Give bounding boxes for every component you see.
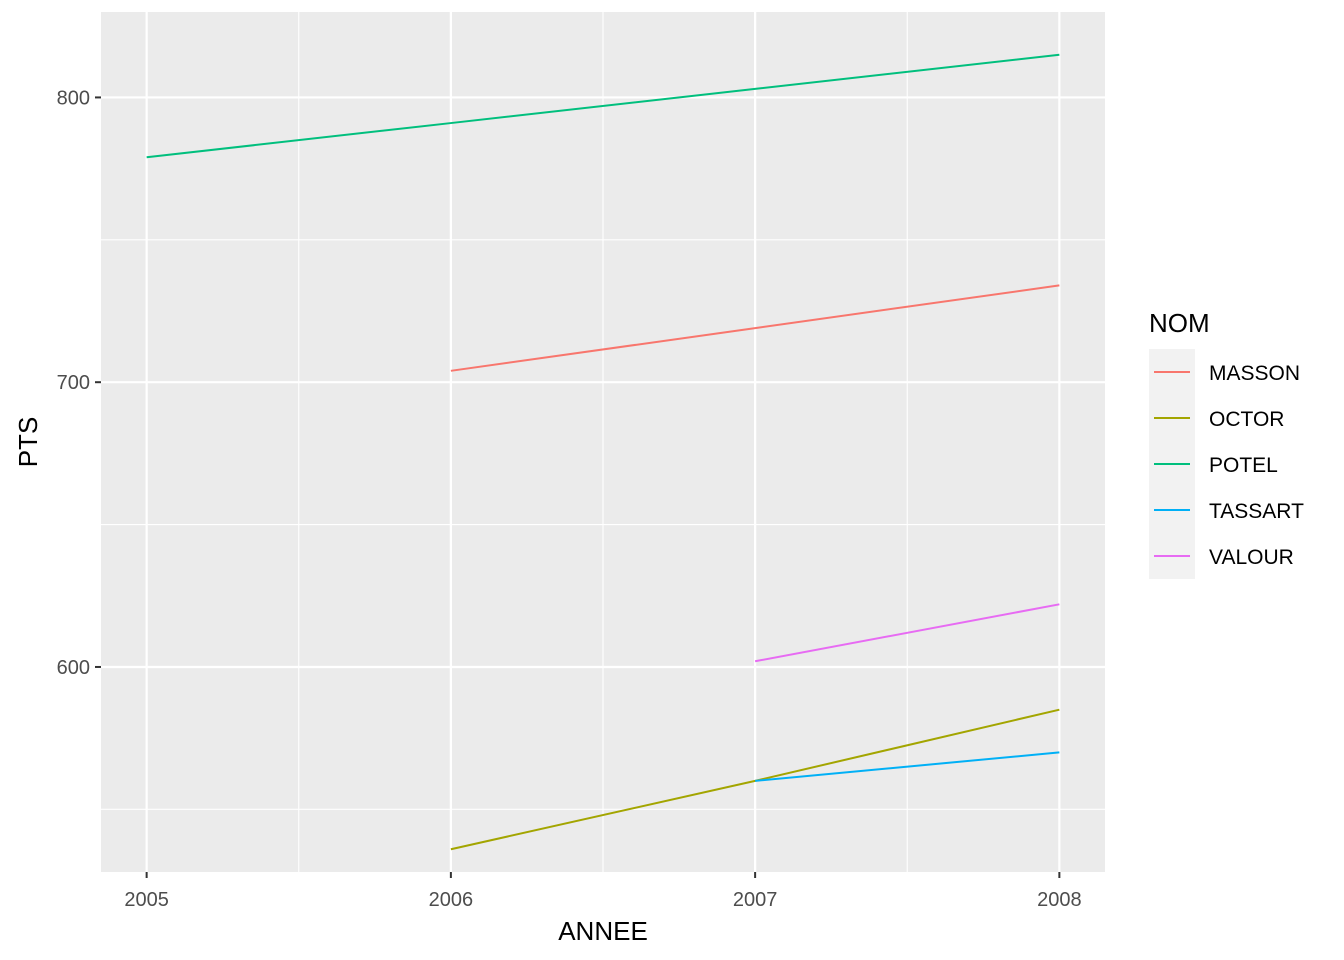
legend-label-tassart: TASSART	[1209, 500, 1304, 523]
y-tick-label: 800	[57, 87, 90, 109]
x-tick-label: 2006	[429, 889, 474, 911]
x-tick-label: 2007	[733, 889, 778, 911]
legend: NOM MASSON OCTOR POTEL TASSART VALOUR	[1149, 308, 1304, 579]
x-axis-title: ANNEE	[558, 916, 648, 946]
series-line-valour	[754, 603, 1060, 663]
y-axis-title: PTS	[13, 417, 43, 468]
minor-gridlines	[101, 12, 1105, 872]
series-line-potel	[146, 53, 1060, 159]
y-tick-label: 700	[57, 372, 90, 394]
legend-label-masson: MASSON	[1209, 362, 1300, 385]
x-tick-label: 2008	[1037, 889, 1082, 911]
series-lines	[146, 53, 1060, 851]
x-axis: 2005 2006 2007 2008	[124, 872, 1082, 911]
series-line-masson	[450, 284, 1060, 372]
y-axis: 600 700 800	[57, 87, 101, 679]
legend-title: NOM	[1149, 308, 1210, 338]
series-line-tassart	[755, 751, 1060, 782]
x-tick-label: 2005	[124, 889, 169, 911]
major-gridlines	[101, 12, 1105, 872]
legend-label-octor: OCTOR	[1209, 408, 1284, 431]
y-tick-label: 600	[57, 657, 90, 679]
legend-label-potel: POTEL	[1209, 454, 1278, 477]
legend-label-valour: VALOUR	[1209, 546, 1294, 569]
